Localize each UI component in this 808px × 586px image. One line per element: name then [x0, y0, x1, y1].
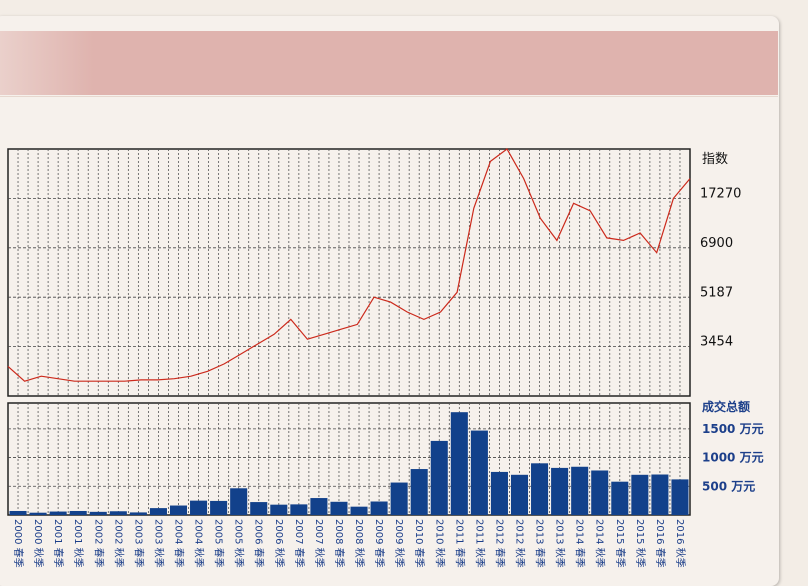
x-tick-label: 2007 秋季 — [313, 519, 326, 568]
volume-bar — [250, 502, 268, 515]
volume-bar — [531, 463, 549, 515]
header-band — [0, 31, 778, 95]
volume-bar — [551, 467, 569, 515]
volume-bar — [190, 500, 208, 515]
auction-chart: 指数 17270 6900 5187 3454 1500 万元 1000 万元 500 万元成… — [7, 148, 764, 568]
volume-bar — [210, 500, 228, 515]
x-tick-label: 2003 秋季 — [152, 519, 165, 568]
x-tick-label: 2006 秋季 — [273, 519, 286, 568]
x-tick-label: 2000 秋季 — [32, 519, 45, 568]
x-tick-label: 2013 春季 — [534, 519, 546, 568]
x-tick-label: 2000 春季 — [12, 519, 24, 568]
x-tick-label: 2002 秋季 — [112, 519, 125, 568]
volume-bar — [591, 470, 609, 515]
volume-bar — [149, 508, 167, 515]
volume-bar — [109, 511, 127, 515]
volume-bar — [69, 510, 87, 515]
volume-bar — [390, 482, 408, 515]
volume-bar — [571, 466, 589, 515]
volume-bar — [631, 474, 649, 515]
x-tick-label: 2011 春季 — [453, 519, 465, 568]
volume-bar — [510, 474, 529, 515]
line-y-tick-label: 5187 — [700, 285, 733, 300]
x-tick-label: 2005 春季 — [213, 519, 225, 568]
volume-bar — [651, 474, 669, 515]
volume-bar — [430, 440, 448, 515]
bar-y-tick-label: 1500 万元 — [702, 422, 764, 436]
x-tick-label: 2014 秋季 — [594, 519, 607, 568]
x-tick-label: 2005 秋季 — [233, 519, 246, 568]
volume-bar — [350, 506, 368, 515]
x-tick-label: 2016 春季 — [654, 519, 666, 568]
volume-bar — [89, 511, 107, 515]
volume-bar — [470, 430, 488, 515]
line-y-tick-label: 3454 — [700, 335, 733, 350]
x-tick-label: 2009 秋季 — [393, 519, 406, 568]
volume-bar — [330, 501, 348, 515]
x-tick-label: 2010 春季 — [413, 519, 425, 568]
index-line-series — [7, 148, 691, 382]
x-tick-label: 2001 秋季 — [72, 519, 85, 568]
volume-bar — [611, 481, 629, 515]
x-tick-label: 2007 春季 — [293, 519, 305, 568]
x-tick-label: 2010 秋季 — [433, 519, 446, 568]
line-y-tick-label: 17270 — [700, 186, 741, 201]
x-tick-label: 2015 秋季 — [634, 519, 647, 568]
volume-bar — [310, 498, 328, 515]
bar-y-tick-label: 1000 万元 — [702, 451, 764, 465]
x-tick-label: 2006 春季 — [253, 519, 265, 568]
bar-y-axis-title: 成交总额 — [702, 399, 750, 414]
x-tick-label: 2011 秋季 — [473, 519, 486, 568]
x-tick-label: 2004 春季 — [173, 519, 185, 568]
volume-bar — [129, 512, 147, 515]
volume-bar — [49, 511, 67, 515]
x-tick-label: 2014 春季 — [574, 519, 586, 568]
volume-bar — [9, 510, 27, 515]
volume-bar — [450, 412, 468, 515]
x-tick-label: 2015 春季 — [614, 519, 626, 568]
x-tick-label: 2008 秋季 — [353, 519, 366, 568]
x-tick-label: 2003 春季 — [132, 519, 144, 568]
volume-bar — [29, 512, 47, 515]
x-tick-label: 2002 春季 — [92, 519, 104, 568]
x-tick-label: 2013 秋季 — [554, 519, 567, 568]
bar-y-tick-label: 500 万元 — [702, 479, 755, 493]
x-tick-label: 2008 春季 — [333, 519, 345, 568]
header-divider — [0, 96, 778, 97]
x-tick-label: 2012 秋季 — [514, 519, 527, 568]
line-y-tick-label: 6900 — [700, 236, 733, 251]
volume-bar — [230, 488, 248, 515]
volume-bar — [370, 501, 388, 515]
x-tick-label: 2016 秋季 — [674, 519, 687, 568]
volume-bar — [270, 504, 288, 515]
x-tick-label: 2012 春季 — [493, 519, 505, 568]
volume-bar — [490, 471, 508, 515]
volume-bar — [169, 505, 188, 515]
x-tick-label: 2004 秋季 — [193, 519, 206, 568]
x-tick-label: 2001 春季 — [52, 519, 64, 568]
volume-bar — [290, 504, 308, 515]
volume-bar — [671, 479, 689, 515]
volume-bar — [410, 469, 428, 515]
x-tick-label: 2009 春季 — [373, 519, 385, 568]
line-y-axis-title: 指数 — [702, 152, 728, 167]
